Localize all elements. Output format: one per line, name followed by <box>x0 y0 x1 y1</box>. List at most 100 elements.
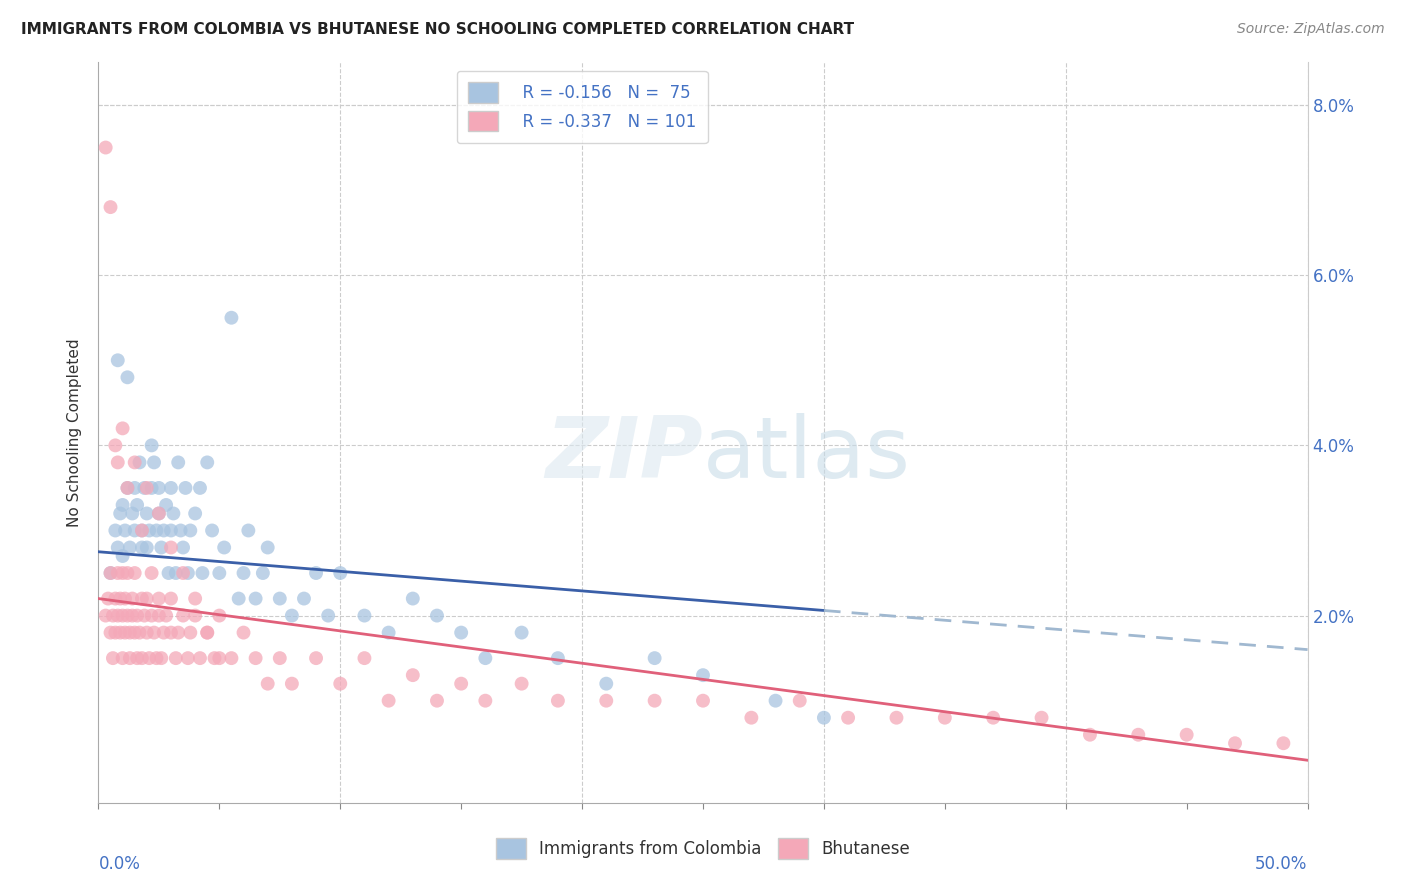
Point <box>813 711 835 725</box>
Point <box>692 668 714 682</box>
Point <box>281 676 304 690</box>
Point <box>269 651 291 665</box>
Point <box>353 651 375 665</box>
Point <box>353 608 375 623</box>
Point <box>135 507 157 521</box>
Point <box>111 651 134 665</box>
Text: 50.0%: 50.0% <box>1256 855 1308 872</box>
Point <box>135 591 157 606</box>
Point <box>174 481 197 495</box>
Point <box>547 694 569 708</box>
Point <box>107 566 129 580</box>
Point <box>204 651 226 665</box>
Point <box>148 608 170 623</box>
Point <box>981 711 1004 725</box>
Point <box>104 591 127 606</box>
Point <box>269 591 291 606</box>
Point <box>212 541 235 555</box>
Point <box>148 507 170 521</box>
Point <box>377 625 399 640</box>
Point <box>111 549 134 563</box>
Point <box>117 481 139 495</box>
Point <box>191 566 214 580</box>
Point <box>595 676 617 690</box>
Point <box>127 651 149 665</box>
Point <box>329 676 352 690</box>
Point <box>644 651 666 665</box>
Point <box>127 608 149 623</box>
Point <box>474 694 496 708</box>
Point <box>117 481 139 495</box>
Point <box>111 608 134 623</box>
Point <box>111 566 134 580</box>
Point <box>281 608 304 623</box>
Point <box>124 481 146 495</box>
Point <box>135 541 157 555</box>
Point <box>134 608 156 623</box>
Point <box>195 625 218 640</box>
Point <box>150 541 173 555</box>
Point <box>547 651 569 665</box>
Point <box>107 455 129 469</box>
Point <box>450 625 472 640</box>
Point <box>765 694 787 708</box>
Point <box>141 481 163 495</box>
Point <box>232 566 254 580</box>
Point <box>104 625 127 640</box>
Point <box>228 591 250 606</box>
Point <box>165 651 187 665</box>
Point <box>172 608 194 623</box>
Point <box>114 524 136 538</box>
Text: atlas: atlas <box>703 413 911 496</box>
Point <box>131 524 153 538</box>
Point <box>124 524 146 538</box>
Point <box>195 455 218 469</box>
Point <box>172 541 194 555</box>
Point <box>127 498 149 512</box>
Point <box>101 651 124 665</box>
Point <box>131 651 153 665</box>
Point <box>160 625 183 640</box>
Point <box>188 481 211 495</box>
Point <box>292 591 315 606</box>
Point <box>740 711 762 725</box>
Point <box>208 566 231 580</box>
Point <box>195 625 218 640</box>
Point <box>179 524 201 538</box>
Point <box>162 507 184 521</box>
Text: Source: ZipAtlas.com: Source: ZipAtlas.com <box>1237 22 1385 37</box>
Point <box>143 455 166 469</box>
Point <box>1175 728 1198 742</box>
Point <box>245 651 267 665</box>
Point <box>426 608 449 623</box>
Y-axis label: No Schooling Completed: No Schooling Completed <box>67 338 83 527</box>
Point <box>252 566 274 580</box>
Point <box>172 566 194 580</box>
Point <box>256 676 278 690</box>
Point <box>160 591 183 606</box>
Point <box>135 625 157 640</box>
Point <box>179 625 201 640</box>
Point <box>145 524 167 538</box>
Point <box>108 591 131 606</box>
Point <box>450 676 472 690</box>
Point <box>377 694 399 708</box>
Point <box>177 566 200 580</box>
Point <box>402 591 425 606</box>
Point <box>104 524 127 538</box>
Point <box>128 625 150 640</box>
Point <box>118 541 141 555</box>
Point <box>131 541 153 555</box>
Point <box>141 438 163 452</box>
Point <box>789 694 811 708</box>
Point <box>134 481 156 495</box>
Point <box>135 481 157 495</box>
Text: IMMIGRANTS FROM COLOMBIA VS BHUTANESE NO SCHOOLING COMPLETED CORRELATION CHART: IMMIGRANTS FROM COLOMBIA VS BHUTANESE NO… <box>21 22 855 37</box>
Point <box>155 498 177 512</box>
Point <box>118 651 141 665</box>
Point <box>245 591 267 606</box>
Point <box>510 625 533 640</box>
Point <box>160 541 183 555</box>
Point <box>100 200 122 214</box>
Point <box>143 625 166 640</box>
